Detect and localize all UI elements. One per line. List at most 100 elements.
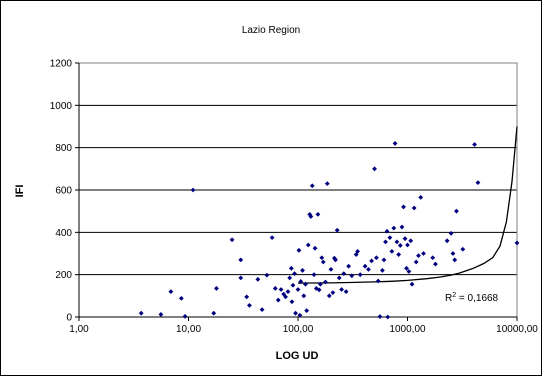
y-tick-label: 1000 — [50, 101, 73, 112]
data-point — [409, 281, 415, 287]
data-point — [278, 287, 284, 292]
data-point — [391, 225, 397, 231]
data-point — [309, 183, 315, 189]
data-point — [238, 257, 244, 263]
data-point — [346, 263, 352, 269]
data-point — [362, 263, 368, 269]
data-point — [448, 230, 454, 236]
data-point — [308, 214, 314, 219]
r-squared-exponent: 2 — [452, 292, 456, 299]
y-tick-label: 0 — [66, 313, 72, 324]
y-tick-label: 800 — [55, 143, 72, 154]
data-point — [305, 242, 311, 248]
data-point — [421, 251, 426, 256]
data-point — [320, 259, 326, 265]
data-point — [300, 268, 305, 273]
data-point — [315, 211, 321, 217]
data-point — [288, 265, 294, 271]
data-point — [297, 312, 303, 318]
data-point — [460, 246, 466, 252]
data-point — [444, 238, 450, 244]
data-point — [295, 287, 301, 292]
data-point — [326, 293, 332, 299]
data-point — [408, 238, 414, 244]
data-point — [396, 252, 402, 257]
y-tick-label: 1200 — [50, 59, 73, 70]
data-point — [301, 293, 307, 299]
r-squared-symbol: R — [445, 293, 452, 304]
gridlines — [79, 62, 517, 276]
data-point — [405, 242, 410, 248]
y-tick-label: 400 — [55, 228, 72, 239]
data-point — [475, 180, 481, 185]
data-point — [418, 195, 424, 200]
data-point — [272, 286, 278, 291]
data-point — [182, 313, 188, 319]
data-point — [324, 181, 330, 187]
data-point — [381, 257, 387, 263]
chart-title: Lazio Region — [242, 25, 300, 36]
data-point — [293, 310, 298, 316]
data-point — [472, 142, 477, 147]
data-point — [389, 248, 395, 254]
data-point — [450, 251, 456, 256]
data-point — [285, 289, 291, 294]
data-point — [292, 271, 297, 277]
data-point — [283, 294, 288, 300]
data-point — [357, 272, 363, 278]
data-point — [366, 266, 371, 272]
data-point — [298, 279, 304, 284]
data-point — [303, 281, 308, 287]
data-point — [384, 228, 390, 234]
data-point — [296, 247, 302, 253]
data-point — [290, 282, 296, 288]
data-point — [333, 257, 338, 263]
data-point — [402, 236, 408, 242]
data-point — [269, 235, 275, 241]
data-point — [312, 245, 318, 251]
data-point — [383, 239, 388, 245]
data-point — [514, 240, 520, 246]
data-point — [255, 276, 261, 282]
data-point — [380, 268, 385, 273]
data-point — [264, 272, 270, 278]
data-point — [406, 269, 412, 274]
data-point — [413, 259, 419, 265]
data-point — [433, 261, 438, 267]
data-point — [330, 290, 336, 296]
data-point — [452, 257, 458, 263]
data-point — [343, 289, 349, 294]
data-point — [319, 255, 325, 261]
data-point — [289, 299, 295, 305]
data-point — [430, 255, 436, 261]
data-point — [238, 275, 244, 281]
data-point — [454, 208, 459, 214]
x-axis-ticks: 1,00 10,00 100,00 1000,00 10000,00 — [69, 316, 538, 335]
data-point — [229, 237, 235, 243]
data-point — [385, 314, 391, 320]
trendline — [297, 126, 518, 284]
data-point — [158, 312, 164, 317]
data-point — [304, 308, 310, 314]
data-point — [275, 297, 281, 303]
data-point — [138, 310, 144, 316]
data-point — [328, 266, 334, 272]
data-point — [387, 235, 393, 241]
r-squared-label: R2 = 0,1668 — [445, 292, 499, 304]
data-points — [138, 141, 520, 320]
x-tick-label: 10000,00 — [496, 324, 538, 335]
y-tick-label: 600 — [55, 186, 72, 197]
data-point — [341, 271, 347, 277]
data-point — [211, 310, 217, 316]
x-tick-label: 10,00 — [176, 324, 201, 335]
data-point — [339, 287, 344, 292]
data-point — [349, 273, 355, 279]
data-point — [377, 314, 383, 319]
x-tick-label: 1,00 — [69, 324, 89, 335]
data-point — [317, 281, 323, 287]
x-tick-label: 1000,00 — [389, 324, 426, 335]
data-point — [355, 248, 360, 254]
data-point — [168, 289, 174, 294]
y-axis-ticks: 0 200 400 600 800 1000 1200 — [50, 59, 80, 324]
